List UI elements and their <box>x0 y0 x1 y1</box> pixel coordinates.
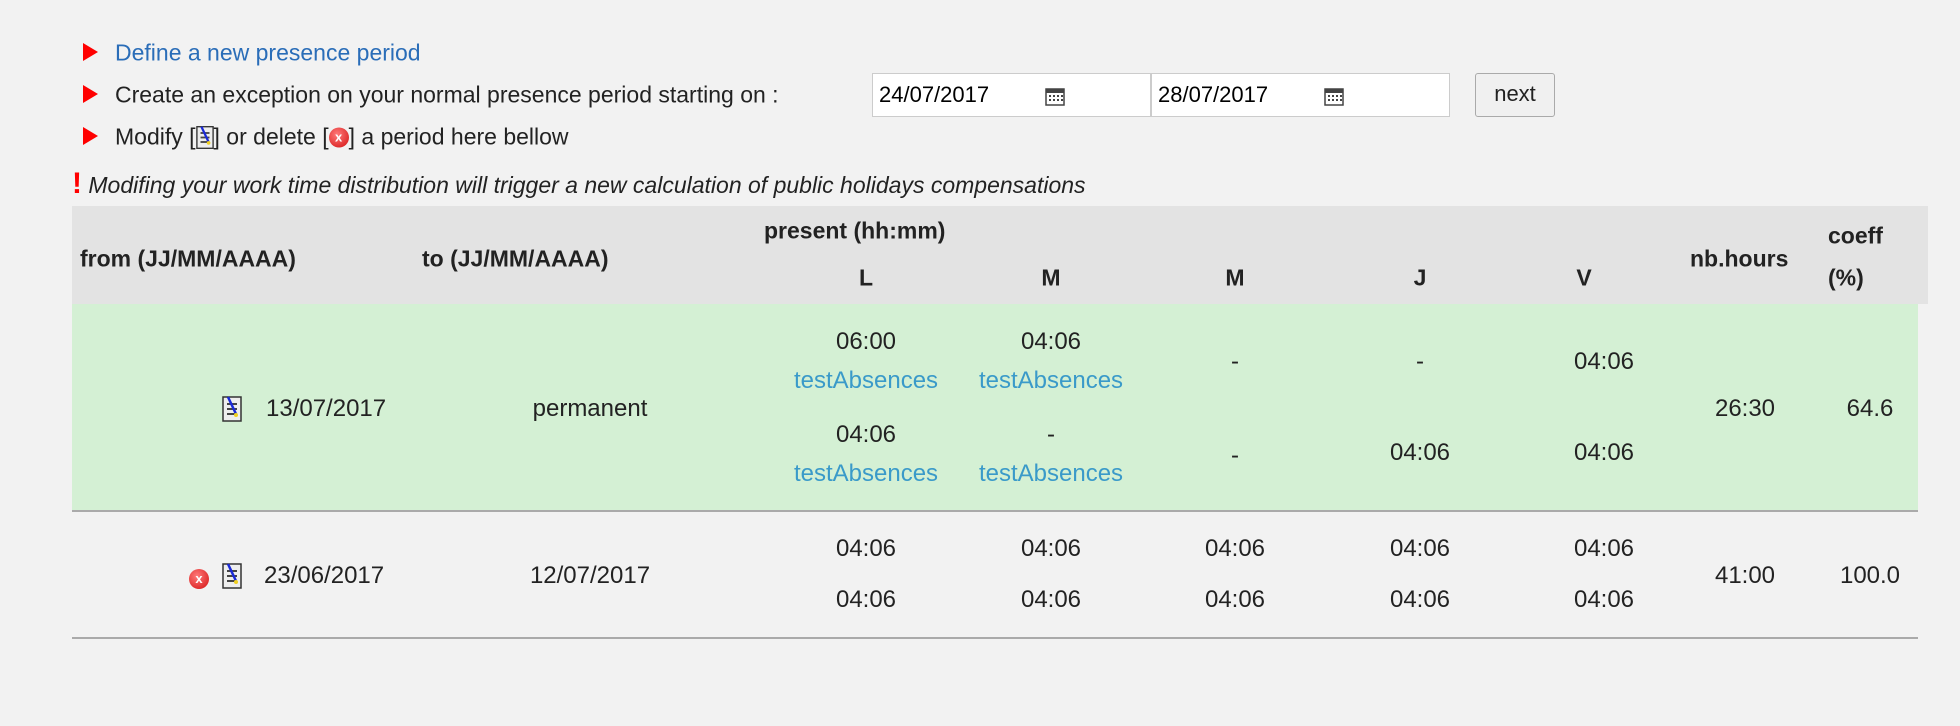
row-nb-hours: 26:30 <box>1714 395 1776 422</box>
time-cell: 04:06 <box>1573 586 1635 613</box>
absence-link[interactable]: testAbsences <box>793 367 939 394</box>
time-cell: 04:06 <box>1389 439 1451 466</box>
table-header <box>72 206 1928 304</box>
time-cell: - <box>1231 348 1239 375</box>
warning-icon: ! <box>72 167 82 200</box>
calendar-icon[interactable] <box>1045 86 1065 106</box>
absence-link[interactable]: testAbsences <box>978 367 1124 394</box>
header-present: present (hh:mm) <box>764 217 946 244</box>
header-nb-hours: nb.hours <box>1690 245 1789 272</box>
time-cell: 04:06 <box>835 421 897 448</box>
start-date-input[interactable]: 24/07/2017 <box>872 73 1151 117</box>
modify-middle: ] or delete [ <box>213 123 329 150</box>
row-to: 12/07/2017 <box>529 562 651 589</box>
row-from: 23/06/2017 <box>264 562 385 589</box>
header-coeff: coeff <box>1828 222 1883 249</box>
header-day-v: V <box>1576 264 1592 291</box>
warning-message: ! Modifing your work time distribution w… <box>72 167 1086 201</box>
row-nb-hours: 41:00 <box>1714 562 1776 589</box>
time-cell: 04:06 <box>1020 328 1082 355</box>
delete-icon: x <box>328 127 349 147</box>
arrow-bullet-icon <box>83 43 98 61</box>
time-cell: 04:06 <box>835 535 897 562</box>
absence-link[interactable]: testAbsences <box>978 460 1124 487</box>
row-from: 13/07/2017 <box>266 395 387 422</box>
row-to: permanent <box>532 395 648 422</box>
time-cell: 04:06 <box>835 586 897 613</box>
table-row <box>72 512 1918 639</box>
absence-link[interactable]: testAbsences <box>793 460 939 487</box>
row-coeff: 64.6 <box>1846 395 1894 422</box>
time-cell: 04:06 <box>1573 535 1635 562</box>
time-cell: 04:06 <box>1573 348 1635 375</box>
time-cell: 04:06 <box>1204 586 1266 613</box>
calendar-icon[interactable] <box>1324 86 1344 106</box>
header-day-me: M <box>1225 264 1245 291</box>
edit-icon[interactable] <box>222 563 242 589</box>
header-to: to (JJ/MM/AAAA) <box>422 245 609 272</box>
modify-suffix: ] a period here bellow <box>348 123 569 150</box>
header-coeff-unit: (%) <box>1828 264 1864 291</box>
modify-delete-hint: Modify [ ] or delete [ x ] a period here… <box>115 124 569 151</box>
time-cell: 04:06 <box>1573 439 1635 466</box>
exception-label: Create an exception on your normal prese… <box>115 81 779 108</box>
time-cell: 04:06 <box>1389 586 1451 613</box>
end-date-input[interactable]: 28/07/2017 <box>1151 73 1450 117</box>
time-cell: - <box>1231 442 1239 469</box>
delete-icon[interactable]: x <box>189 569 209 589</box>
time-cell: - <box>1416 348 1424 375</box>
header-from: from (JJ/MM/AAAA) <box>80 245 296 272</box>
arrow-bullet-icon <box>83 127 98 145</box>
edit-icon[interactable] <box>222 396 242 422</box>
time-cell: - <box>1047 421 1055 448</box>
time-cell: 04:06 <box>1389 535 1451 562</box>
time-cell: 04:06 <box>1204 535 1266 562</box>
time-cell: 04:06 <box>1020 535 1082 562</box>
next-button[interactable]: next <box>1475 73 1555 117</box>
define-presence-period-link[interactable]: Define a new presence period <box>115 39 421 66</box>
header-day-l: L <box>858 264 874 291</box>
edit-icon <box>196 125 214 149</box>
table-row <box>72 304 1918 512</box>
modify-prefix: Modify [ <box>115 123 196 150</box>
header-day-j: J <box>1413 264 1427 291</box>
row-coeff: 100.0 <box>1839 562 1901 589</box>
warning-text: Modifing your work time distribution wil… <box>88 172 1086 198</box>
time-cell: 04:06 <box>1020 586 1082 613</box>
end-date-value: 28/07/2017 <box>1158 82 1269 107</box>
header-day-m: M <box>1041 264 1061 291</box>
time-cell: 06:00 <box>835 328 897 355</box>
start-date-value: 24/07/2017 <box>879 82 990 107</box>
arrow-bullet-icon <box>83 85 98 103</box>
